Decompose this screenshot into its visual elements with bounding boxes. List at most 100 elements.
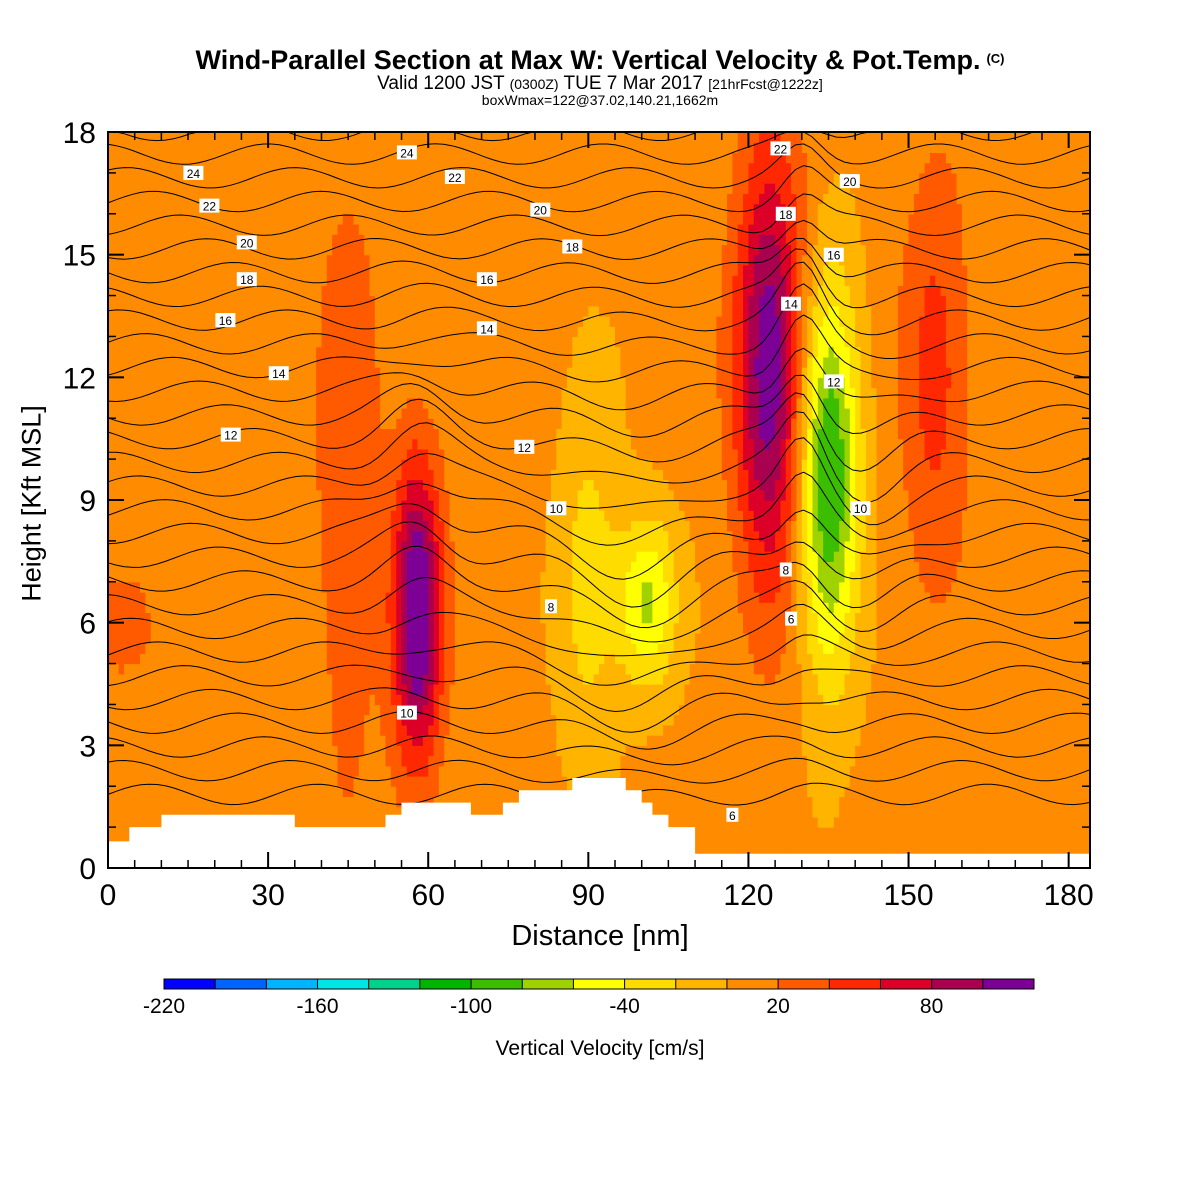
field-cell: [465, 254, 472, 266]
field-cell: [145, 694, 152, 706]
field-cell: [166, 316, 173, 327]
field-cell: [214, 540, 221, 552]
field-cell: [417, 459, 424, 470]
field-cell: [220, 735, 227, 746]
field-cell: [438, 172, 445, 184]
field-cell: [225, 663, 232, 675]
field-cell: [236, 602, 243, 614]
field-cell: [166, 193, 173, 205]
field-cell: [193, 408, 200, 419]
field-cell: [342, 254, 349, 266]
field-cell: [454, 264, 461, 276]
field-cell: [353, 816, 360, 828]
field-cell: [332, 520, 339, 532]
field-cell: [369, 796, 376, 808]
field-cell: [342, 397, 349, 409]
field-cell: [150, 796, 157, 808]
field-cell: [262, 561, 269, 573]
field-cell: [268, 172, 275, 184]
field-cell: [252, 551, 259, 562]
field-cell: [150, 714, 157, 726]
field-cell: [166, 489, 173, 501]
field-cell: [118, 632, 125, 644]
field-cell: [294, 224, 301, 235]
field-cell: [433, 571, 440, 583]
field-cell: [124, 142, 130, 154]
field-cell: [380, 561, 387, 573]
field-cell: [364, 520, 371, 532]
field-cell: [156, 735, 162, 746]
field-cell: [470, 520, 477, 532]
field-cell: [166, 305, 173, 317]
field-cell: [321, 203, 328, 215]
field-cell: [438, 530, 445, 542]
field-cell: [129, 510, 136, 522]
field-cell: [188, 540, 194, 552]
field-cell: [342, 152, 349, 164]
field-cell: [310, 172, 317, 184]
field-cell: [129, 489, 136, 501]
field-cell: [358, 285, 365, 297]
field-cell: [305, 326, 312, 338]
field-cell: [161, 796, 168, 808]
field-cell: [369, 806, 376, 818]
field-cell: [337, 244, 344, 256]
field-cell: [209, 275, 216, 286]
field-cell: [225, 418, 232, 430]
field-cell: [156, 489, 162, 501]
field-cell: [300, 244, 307, 256]
field-cell: [124, 172, 130, 184]
field-cell: [294, 735, 301, 746]
field-cell: [214, 694, 221, 706]
field-cell: [476, 786, 483, 798]
field-cell: [342, 234, 349, 246]
field-cell: [134, 193, 141, 205]
field-cell: [161, 653, 168, 665]
field-cell: [273, 356, 280, 368]
field-cell: [396, 224, 403, 235]
field-cell: [412, 500, 419, 511]
field-cell: [204, 183, 211, 194]
field-cell: [273, 489, 280, 501]
field-cell: [156, 479, 162, 491]
field-cell: [428, 213, 435, 225]
field-cell: [353, 438, 360, 450]
field-cell: [369, 172, 376, 184]
field-cell: [166, 244, 173, 256]
field-cell: [332, 367, 339, 378]
field-cell: [321, 592, 328, 603]
field-cell: [145, 275, 152, 286]
field-cell: [220, 581, 227, 593]
field-cell: [316, 224, 323, 235]
field-cell: [166, 254, 173, 266]
field-cell: [108, 694, 114, 706]
field-cell: [321, 244, 328, 256]
field-cell: [369, 632, 376, 644]
field-cell: [364, 622, 371, 634]
field-cell: [161, 694, 168, 706]
field-cell: [449, 489, 456, 501]
field-cell: [262, 264, 269, 276]
field-cell: [150, 632, 157, 644]
field-cell: [108, 796, 114, 808]
field-cell: [161, 326, 168, 338]
field-cell: [140, 806, 146, 818]
field-cell: [321, 254, 328, 266]
field-cell: [166, 285, 173, 297]
field-cell: [268, 694, 275, 706]
field-cell: [337, 346, 344, 358]
field-cell: [316, 786, 323, 798]
field-cell: [438, 438, 445, 450]
field-cell: [348, 203, 355, 215]
field-cell: [236, 561, 243, 573]
field-cell: [374, 510, 381, 522]
field-cell: [166, 469, 173, 481]
field-cell: [305, 673, 312, 685]
field-cell: [358, 367, 365, 378]
field-cell: [257, 510, 264, 522]
field-cell: [342, 346, 349, 358]
field-cell: [396, 316, 403, 327]
field-cell: [182, 735, 189, 746]
field-cell: [230, 510, 237, 522]
field-cell: [316, 653, 323, 665]
